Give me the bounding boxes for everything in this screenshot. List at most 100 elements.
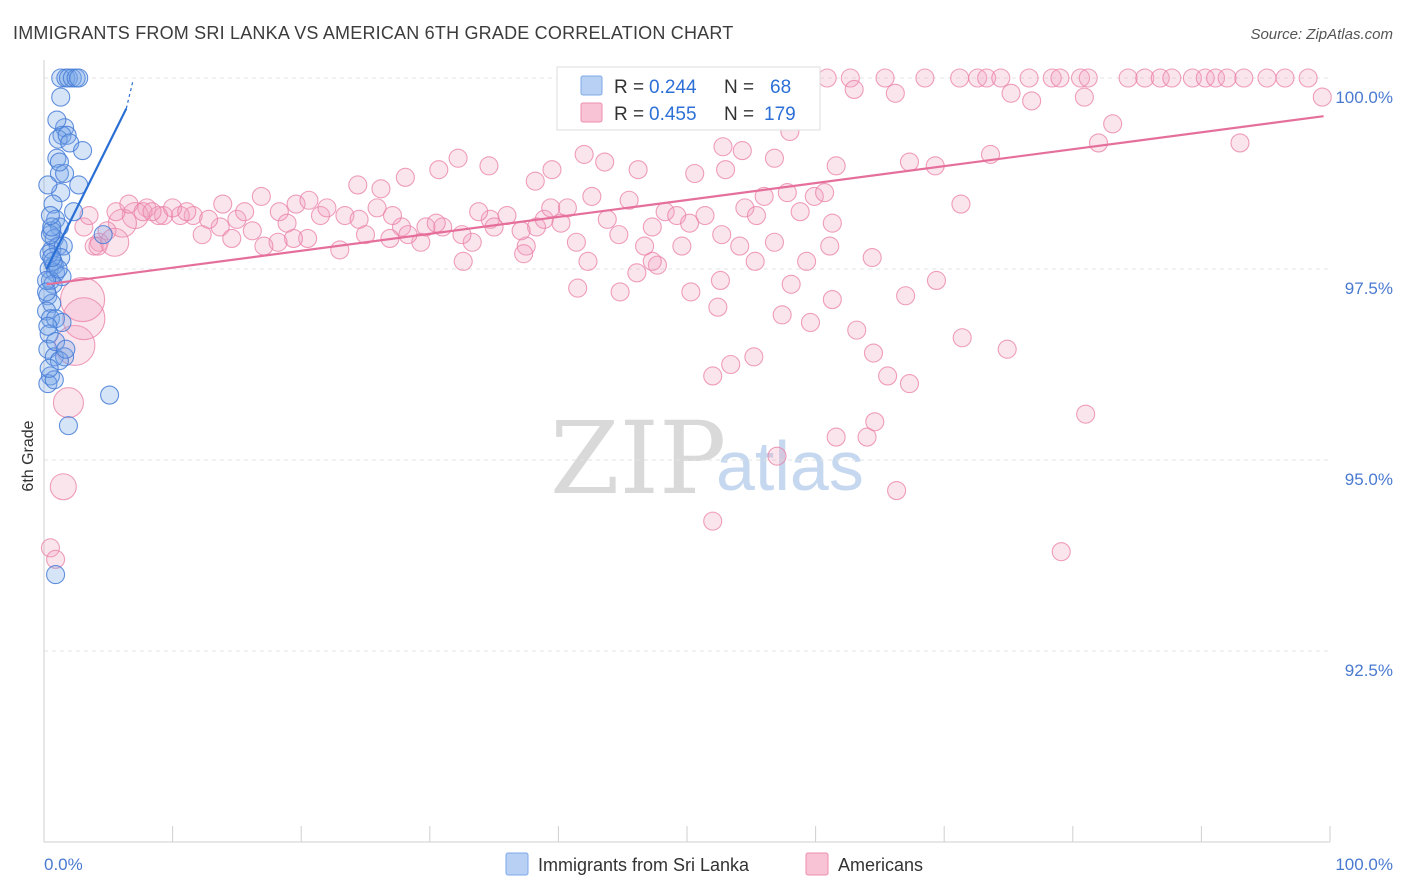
point-americans <box>997 339 1017 359</box>
y-axis-label: 6th Grade <box>20 420 37 491</box>
point-sri-lanka <box>100 385 120 405</box>
point-sri-lanka <box>44 370 64 390</box>
point-americans <box>1001 83 1021 103</box>
point-americans <box>754 186 774 206</box>
point-sri-lanka <box>51 87 71 107</box>
point-sri-lanka <box>37 270 57 291</box>
point-americans <box>40 538 60 558</box>
point-americans <box>235 202 255 222</box>
x-tick-label-max: 100.0% <box>1335 855 1393 874</box>
point-americans <box>619 190 639 210</box>
trend-lines <box>45 81 1324 286</box>
point-americans <box>199 209 219 229</box>
point-americans <box>335 205 355 226</box>
point-americans <box>695 205 715 226</box>
point-americans <box>426 213 446 233</box>
point-americans <box>817 68 837 88</box>
point-sri-lanka <box>57 125 77 145</box>
point-americans <box>448 148 468 168</box>
point-americans <box>926 270 947 291</box>
point-americans <box>745 251 765 271</box>
point-sri-lanka <box>43 194 63 214</box>
y-tick-label: 100.0% <box>1335 88 1393 107</box>
point-americans <box>716 160 736 180</box>
point-americans <box>1298 68 1318 88</box>
point-americans <box>730 236 750 256</box>
point-americans <box>429 160 449 180</box>
point-americans <box>299 190 319 210</box>
point-sri-lanka <box>73 141 93 161</box>
point-americans <box>952 328 972 348</box>
point-americans <box>514 244 534 264</box>
point-americans <box>574 144 594 164</box>
point-americans <box>453 251 473 271</box>
point-americans <box>875 68 895 88</box>
point-americans <box>840 68 860 88</box>
point-americans <box>582 186 602 206</box>
legend-stats: R = 0.244 N = 68 R = 0.455 N = 179 <box>556 66 821 131</box>
point-sri-lanka <box>49 351 69 371</box>
point-americans <box>298 228 318 248</box>
point-americans <box>896 286 916 306</box>
point-americans <box>88 236 108 256</box>
point-americans <box>74 217 94 237</box>
x-tick-labels: 0.0% 100.0% <box>44 855 1393 874</box>
point-americans <box>1135 68 1155 88</box>
point-americans <box>899 374 920 394</box>
y-gridlines <box>44 77 1330 652</box>
point-americans <box>865 412 885 432</box>
legend-series: Immigrants from Sri Lanka Americans <box>505 852 923 876</box>
point-americans <box>578 251 598 271</box>
point-sri-lanka <box>40 366 60 386</box>
trend-line-americans <box>46 115 1324 286</box>
x-tick-label-min: 0.0% <box>44 855 83 874</box>
point-sri-lanka <box>55 163 75 184</box>
series-americans <box>40 68 1332 569</box>
point-americans <box>416 217 436 237</box>
point-americans <box>627 263 647 283</box>
axes <box>43 60 1331 843</box>
point-americans <box>46 549 66 569</box>
point-americans <box>822 290 842 310</box>
point-americans <box>764 148 784 168</box>
point-americans <box>49 473 77 501</box>
point-americans <box>60 277 106 323</box>
point-americans <box>371 179 391 199</box>
point-americans <box>349 209 369 229</box>
legend-n-key-sri-lanka: N = <box>724 77 754 98</box>
point-americans <box>398 225 418 245</box>
point-americans <box>317 198 337 218</box>
point-americans <box>479 156 499 176</box>
point-sri-lanka <box>40 309 60 329</box>
y-tick-labels: 100.0% 97.5% 95.0% 92.5% <box>1335 88 1393 680</box>
point-americans <box>163 198 183 218</box>
trend-line-sri-lanka-extension <box>125 81 134 109</box>
point-sri-lanka <box>40 205 60 226</box>
point-sri-lanka <box>52 312 72 333</box>
point-americans <box>213 194 233 214</box>
point-americans <box>977 68 997 88</box>
point-sri-lanka <box>56 339 76 359</box>
point-sri-lanka <box>69 68 89 88</box>
point-americans <box>210 217 230 237</box>
point-sri-lanka <box>47 110 67 130</box>
point-americans <box>1088 133 1109 153</box>
point-americans <box>1150 68 1170 88</box>
point-americans <box>767 446 787 466</box>
point-americans <box>269 202 289 222</box>
legend-r-sri-lanka: 0.244 <box>649 77 697 98</box>
legend-bottom-swatch-americans <box>805 852 829 876</box>
point-americans <box>628 160 648 180</box>
point-sri-lanka <box>52 125 72 145</box>
chart-title: IMMIGRANTS FROM SRI LANKA VS AMERICAN 6T… <box>13 23 733 43</box>
point-americans <box>254 236 274 256</box>
point-sri-lanka <box>55 118 75 138</box>
point-americans <box>251 186 271 206</box>
point-americans <box>1275 68 1295 88</box>
point-americans <box>862 247 882 268</box>
y-tick-label: 92.5% <box>1345 661 1393 680</box>
point-americans <box>525 171 545 191</box>
point-americans <box>1312 87 1332 107</box>
point-americans <box>863 343 884 363</box>
point-americans <box>54 324 96 366</box>
